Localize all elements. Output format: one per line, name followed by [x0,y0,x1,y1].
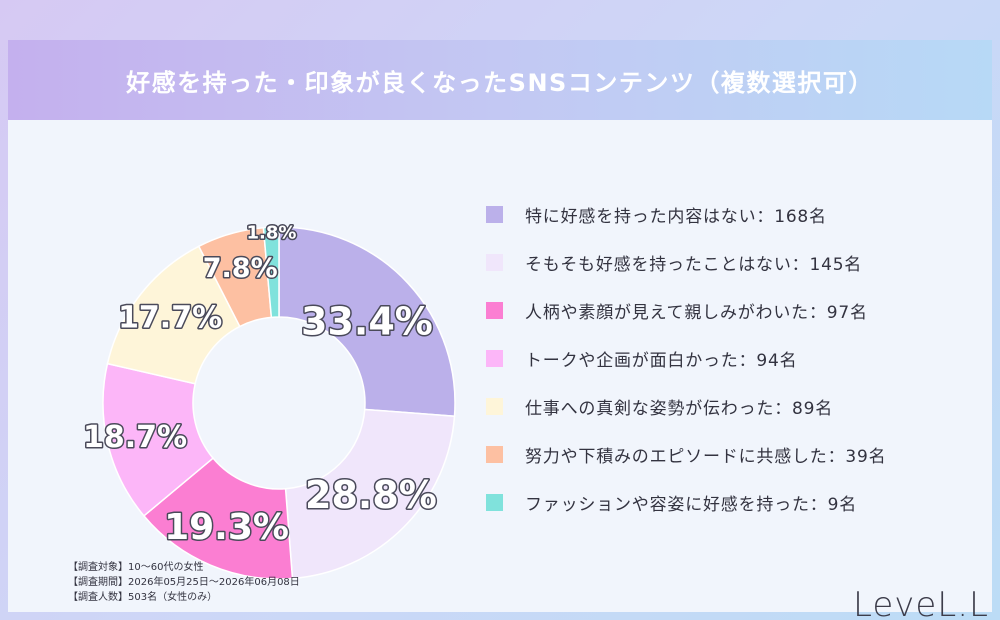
legend-swatch [486,397,503,415]
legend-label: 人柄や素顔が見えて親しみがわいた：97名 [525,302,868,323]
legend-label: ファッションや容姿に好感を持った：9名 [525,494,858,515]
legend: 特に好感を持った内容はない：168名そもそも好感を持ったことはない：145名 人柄… [486,190,986,526]
data-label-6: 7.8% [203,253,278,284]
legend-item-7: ファッションや容姿に好感を持った：9名 [486,478,986,526]
legend-label: 努力や下積みのエピソードに共感した：39名 [525,446,887,467]
data-label-2: 28.8% [305,473,437,517]
survey-notes: 【調査対象】10～60代の女性 【調査期間】2026年05月25日～2026年0… [68,560,300,605]
legend-swatch [486,493,503,511]
data-label-1: 33.4% [301,299,433,343]
legend-swatch [486,445,503,463]
donut-chart: 33.4% 28.8% 19.3% 18.7% 17.7% 7.8% 1.8% [82,221,456,580]
legend-item-2: そもそも好感を持ったことはない：145名 [486,238,986,286]
donut-slice-2 [284,408,456,580]
legend-item-1: 特に好感を持った内容はない：168名 [486,190,986,238]
legend-item-6: 努力や下積みのエピソードに共感した：39名 [486,430,986,478]
donut-slice-3 [142,457,294,580]
donut-slice-1 [278,226,456,418]
legend-label: 仕事への真剣な姿勢が伝わった：89名 [525,398,834,419]
legend-label: 特に好感を持った内容はない：168名 [525,206,827,227]
note-target: 【調査対象】10～60代の女性 [68,562,204,573]
brand-logo: LeveL.L [853,585,989,620]
data-label-4: 18.7% [83,420,187,455]
legend-item-3: 人柄や素顔が見えて親しみがわいた：97名 [486,286,986,334]
chart-panel: 好感を持った・印象が良くなったSNSコンテンツ（複数選択可） 33.4% 28.8… [8,40,992,620]
legend-swatch [486,205,503,223]
legend-item-5: 仕事への真剣な姿勢が伝わった：89名 [486,382,986,430]
note-respondents: 【調査人数】503名（女性のみ） [68,592,218,603]
legend-swatch [486,301,503,319]
chart-title: 好感を持った・印象が良くなったSNSコンテンツ（複数選択可） [126,68,874,97]
legend-swatch [486,253,503,271]
legend-swatch [486,349,503,367]
data-label-5: 17.7% [118,301,222,336]
data-label-7: 1.8% [247,223,297,244]
donut-slice-7 [262,226,280,319]
legend-label: トークや企画が面白かった：94名 [525,350,798,371]
data-label-3: 19.3% [164,507,289,548]
title-banner: 好感を持った・印象が良くなったSNSコンテンツ（複数選択可） [8,40,992,120]
legend-item-4: トークや企画が面白かった：94名 [486,334,986,382]
note-period: 【調査期間】2026年05月25日～2026年06月08日 [68,577,300,588]
legend-label: そもそも好感を持ったことはない：145名 [525,254,863,275]
